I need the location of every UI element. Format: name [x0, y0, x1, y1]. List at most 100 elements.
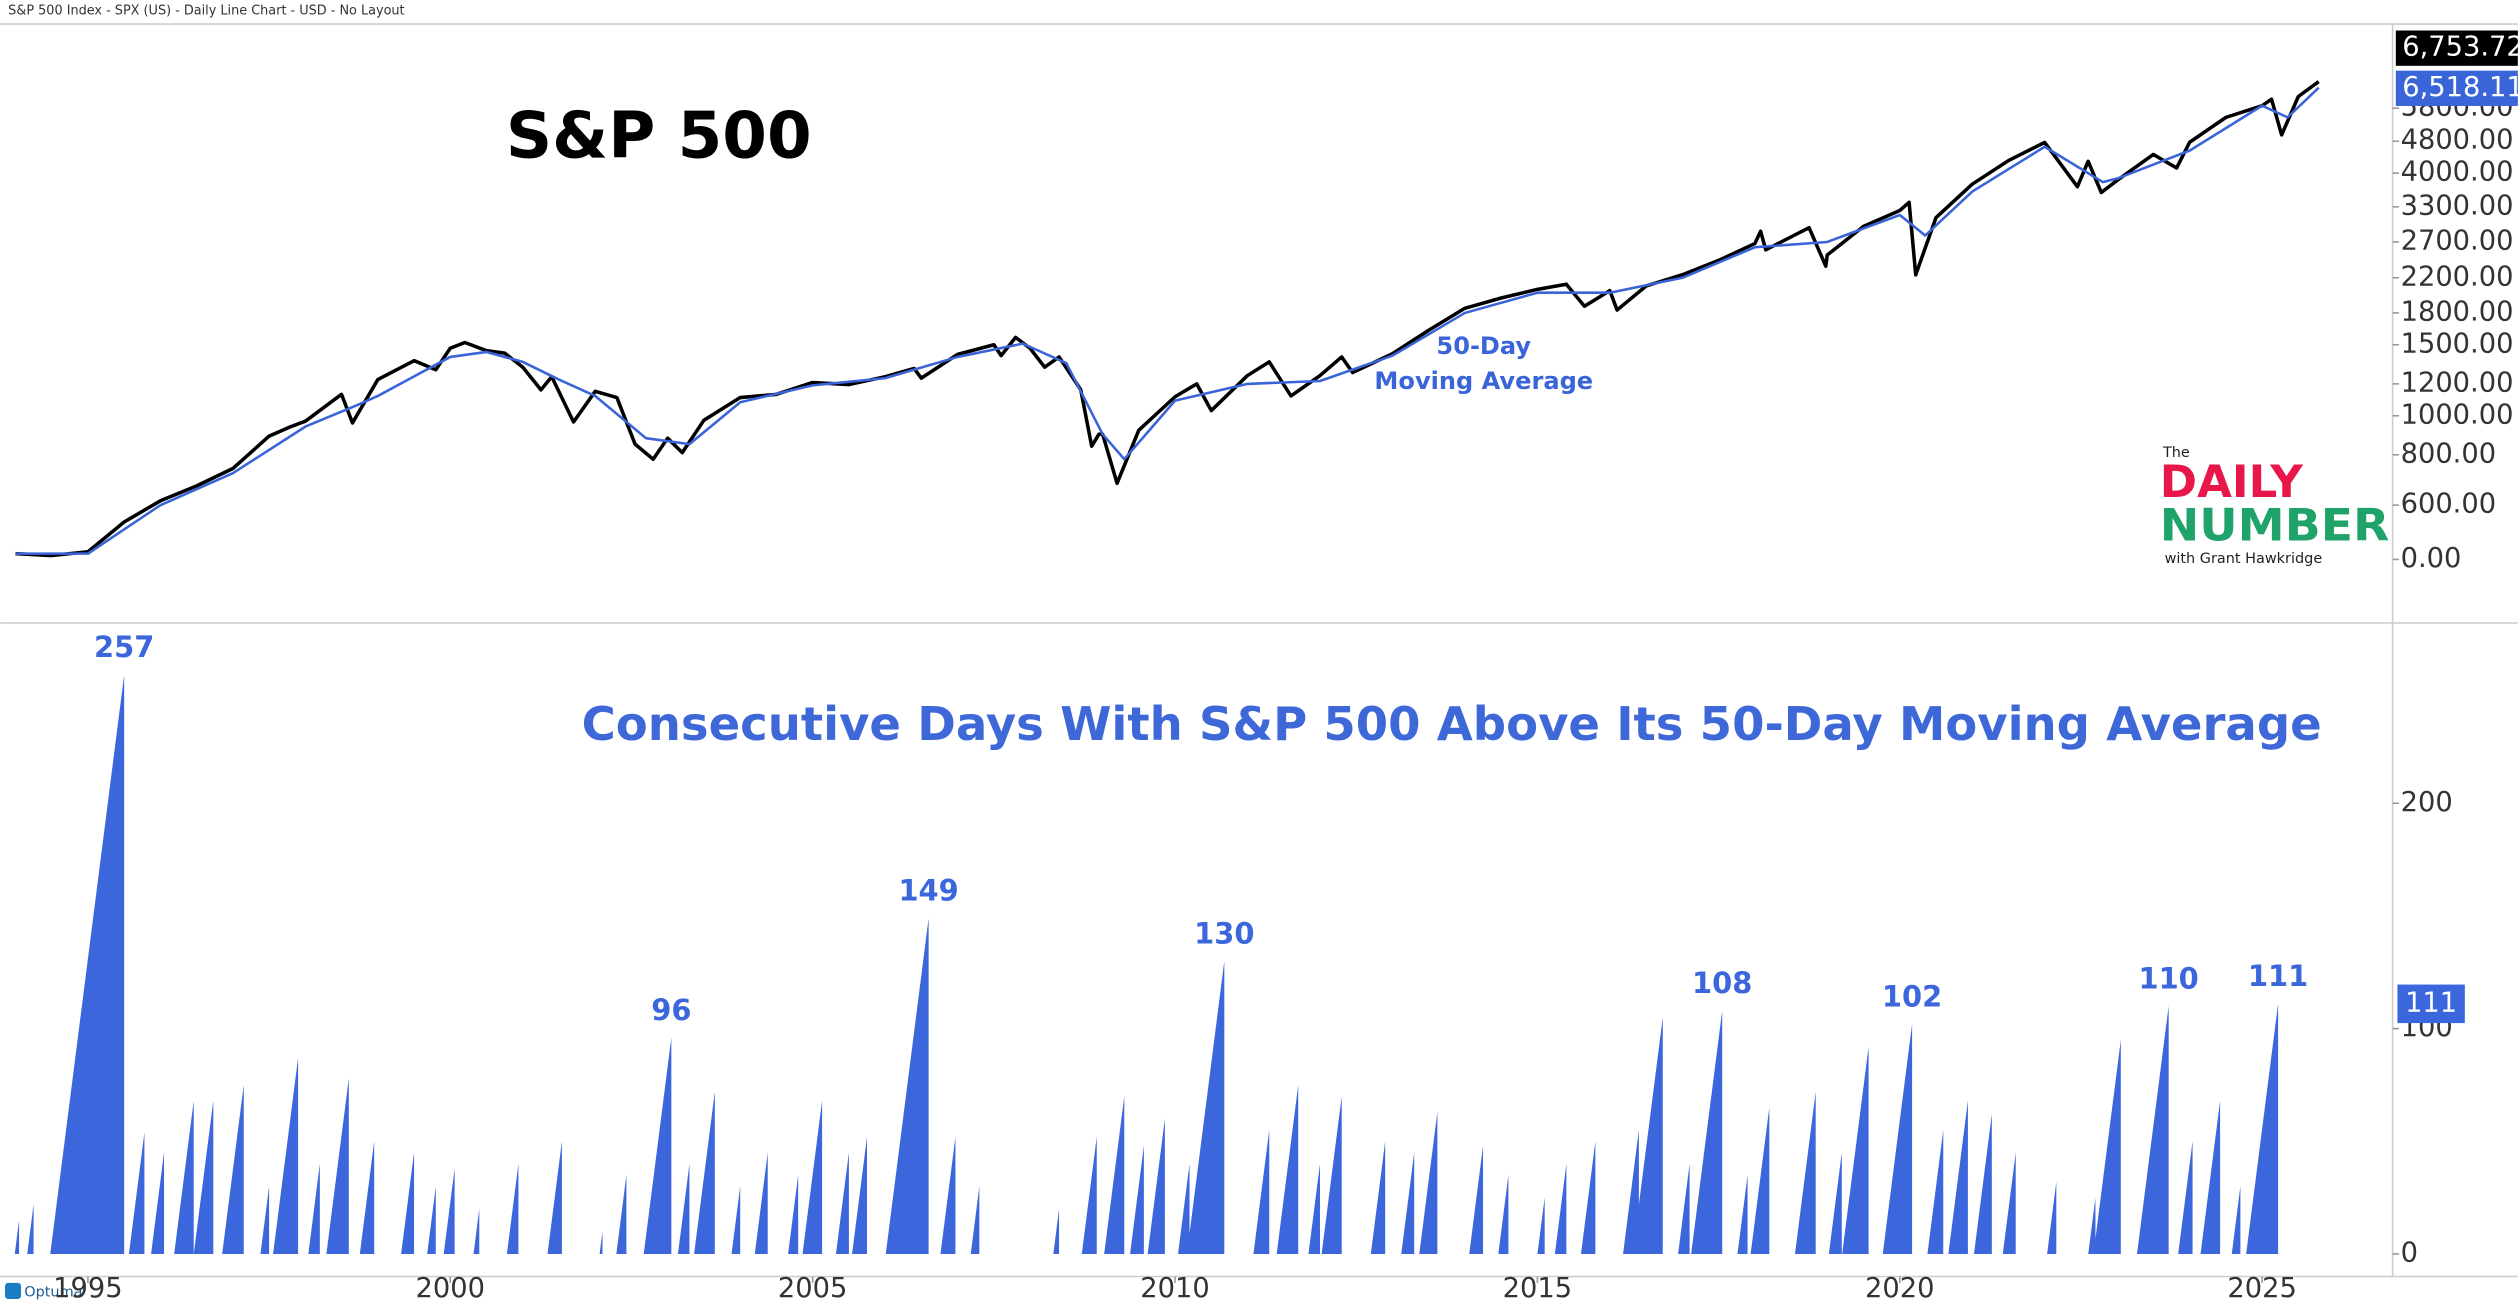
logo-byline: with Grant Hawkridge [2165, 551, 2323, 567]
streak [2200, 1100, 2221, 1254]
y-tick-label: 200 [2401, 787, 2453, 818]
streak [1737, 1175, 1748, 1254]
y-tick-label: 1200.00 [2401, 367, 2514, 398]
streak [1537, 1197, 1545, 1254]
streak [1882, 1024, 1913, 1254]
y-tick-label: 4000.00 [2401, 157, 2514, 188]
streak [1498, 1175, 1509, 1254]
streak [1321, 1096, 1342, 1254]
streak [852, 1136, 868, 1254]
streak [1276, 1084, 1299, 1254]
streak [1691, 1010, 1723, 1254]
x-tick-label: 2025 [2227, 1273, 2296, 1304]
streak [1419, 1111, 1438, 1254]
streak [1632, 1017, 1663, 1254]
streak [1370, 1141, 1386, 1254]
header: S&P 500 Index - SPX (US) - Daily Line Ch… [8, 4, 404, 19]
streak [940, 1136, 956, 1254]
annotation: 50-Day [1436, 332, 1531, 360]
streak [643, 1037, 672, 1254]
streak [754, 1152, 768, 1254]
panel-title: Consecutive Days With S&P 500 Above Its … [582, 697, 2322, 751]
peak-label: 96 [651, 993, 691, 1027]
y-tick-label: 4800.00 [2401, 125, 2514, 156]
x-tick-label: 2020 [1865, 1273, 1934, 1304]
streak [326, 1078, 349, 1254]
peak-label: 108 [1692, 966, 1752, 1000]
streak [616, 1175, 627, 1254]
price-line [15, 86, 2320, 555]
last-value-label: 6,518.11 [2402, 72, 2518, 103]
streak [427, 1186, 436, 1254]
peak-label: 130 [1194, 916, 1254, 950]
x-tick-label: 2005 [778, 1273, 847, 1304]
streak [2088, 1197, 2096, 1254]
streak [802, 1100, 823, 1254]
logo-line2: NUMBER [2160, 498, 2390, 551]
y-tick-label: 2700.00 [2401, 225, 2514, 256]
streak [1794, 1091, 1816, 1254]
streak [788, 1175, 799, 1254]
streak [1081, 1136, 1097, 1254]
last-value-box [2395, 30, 2518, 66]
streak [970, 1186, 980, 1254]
streak [885, 918, 929, 1254]
chart-title: S&P 500 [506, 98, 812, 173]
y-tick-label: 600.00 [2401, 489, 2496, 520]
streak [401, 1152, 415, 1254]
brand-icon [4, 1282, 22, 1299]
streak [731, 1186, 741, 1254]
streak [50, 674, 125, 1254]
x-tick-label: 2000 [416, 1273, 485, 1304]
streak [1828, 1152, 1842, 1254]
streak [1147, 1118, 1165, 1254]
streak [1750, 1107, 1770, 1254]
streak [14, 1220, 20, 1254]
peak-label: 257 [94, 630, 154, 664]
streak [1623, 1130, 1639, 1254]
x-tick-label: 2010 [1140, 1273, 1209, 1304]
streak [359, 1141, 375, 1254]
y-tick-label: 0 [2401, 1237, 2418, 1268]
logo: The DAILY NUMBER with Grant Hawkridge [2160, 445, 2390, 567]
streak [308, 1163, 320, 1254]
last-value-label: 6,753.72 [2402, 32, 2518, 63]
streak [547, 1141, 562, 1254]
y-tick-label: 0.00 [2401, 543, 2462, 574]
streak [1973, 1114, 1992, 1254]
annotation: Moving Average [1374, 367, 1593, 395]
streak [193, 1100, 214, 1254]
peak-label: 149 [898, 874, 958, 908]
streak [1186, 961, 1225, 1254]
last-value-label: 111 [2405, 987, 2457, 1018]
peak-label: 111 [2248, 959, 2308, 993]
logo-line1: DAILY [2160, 455, 2303, 508]
x-tick-label: 2015 [1503, 1273, 1572, 1304]
y-tick-label: 800.00 [2401, 438, 2496, 469]
streak [2002, 1152, 2016, 1254]
streak [1178, 1163, 1190, 1254]
brand: Optuma [24, 1285, 82, 1301]
y-tick-label: 1800.00 [2401, 296, 2514, 327]
y-tick-label: 3300.00 [2401, 190, 2514, 221]
streak [2231, 1186, 2241, 1254]
last-value-box [2397, 984, 2465, 1024]
peak-label: 102 [1882, 979, 1942, 1013]
streak [151, 1152, 165, 1254]
streak [443, 1168, 455, 1254]
streak [222, 1084, 244, 1254]
streak [2137, 1006, 2169, 1254]
streak [2178, 1141, 2193, 1254]
last-value-box [2395, 70, 2518, 106]
logo-small: The [2162, 445, 2190, 461]
y-tick-label: 2200.00 [2401, 261, 2514, 292]
y-tick-label: 1000.00 [2401, 399, 2514, 430]
streak [2047, 1181, 2057, 1254]
streak [1130, 1145, 1144, 1254]
streak [1554, 1163, 1567, 1254]
streak [260, 1186, 270, 1254]
x-tick-label: 1995 [53, 1273, 122, 1304]
